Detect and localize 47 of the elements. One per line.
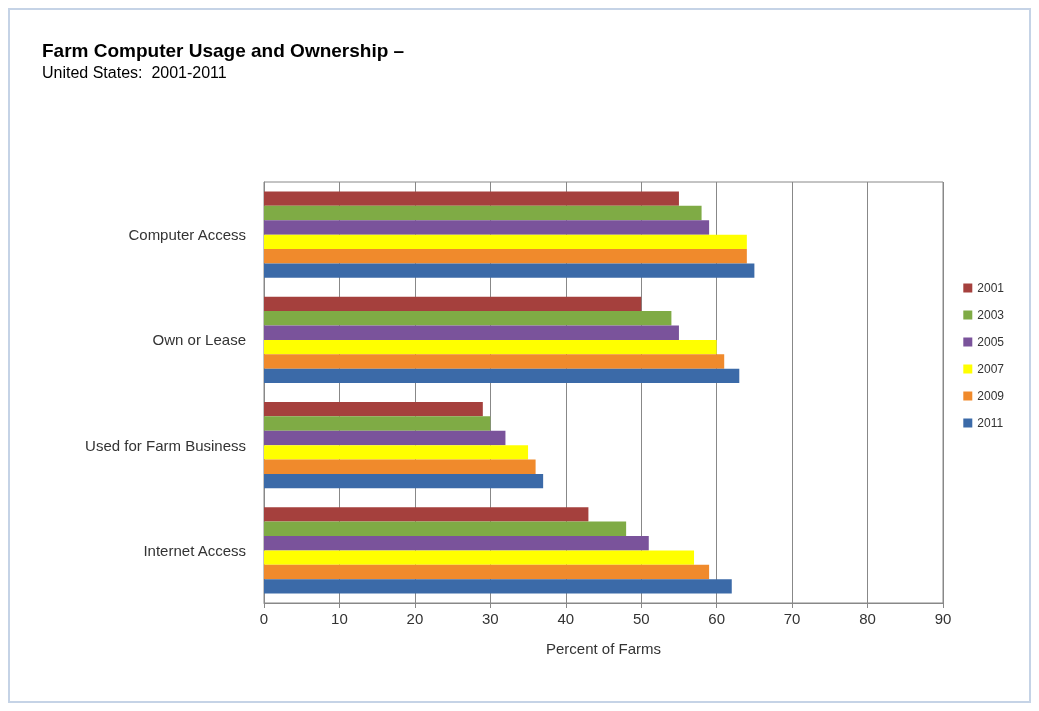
bar xyxy=(264,445,529,460)
bar xyxy=(264,564,710,580)
x-tick-label: 40 xyxy=(557,610,575,627)
bar xyxy=(264,220,710,235)
y-tick-label: Internet Access xyxy=(143,541,246,559)
bar xyxy=(264,249,747,264)
bar xyxy=(264,416,491,431)
y-tick-label: Own or Lease xyxy=(152,331,246,349)
y-tick-label: Used for Farm Business xyxy=(85,436,246,454)
x-tick-label: 20 xyxy=(406,610,424,627)
chart-title: Farm Computer Usage and Ownership – xyxy=(42,40,405,61)
bar xyxy=(264,368,740,384)
bar xyxy=(264,535,649,551)
legend-label: 2003 xyxy=(977,308,1005,322)
bar xyxy=(264,579,732,594)
bar xyxy=(264,459,536,474)
bar xyxy=(264,325,679,340)
bar xyxy=(264,191,679,206)
x-tick-label: 0 xyxy=(259,610,269,627)
y-tick-label: Computer Access xyxy=(128,226,246,244)
legend-label: 2005 xyxy=(977,335,1005,349)
bar xyxy=(264,521,627,536)
x-tick-label: 60 xyxy=(708,610,726,627)
x-tick-label: 10 xyxy=(331,610,348,627)
x-tick-label: 80 xyxy=(859,610,876,627)
bar xyxy=(264,550,695,565)
x-tick-label: 70 xyxy=(783,610,801,627)
bar xyxy=(264,401,483,417)
bar xyxy=(264,339,717,355)
x-tick-label: 30 xyxy=(481,610,499,627)
text: United States: 2001-2011 xyxy=(42,63,227,81)
bar xyxy=(264,507,589,522)
bar xyxy=(264,296,642,312)
x-axis-title: Percent of Farms xyxy=(545,640,662,657)
bar xyxy=(264,234,747,250)
legend-label: 2001 xyxy=(977,281,1005,295)
bar xyxy=(264,430,506,446)
legend-label: 2009 xyxy=(977,389,1005,403)
bar xyxy=(264,205,702,221)
bar xyxy=(264,311,672,326)
x-tick-label: 50 xyxy=(632,610,650,627)
bar xyxy=(264,354,725,369)
bar xyxy=(264,473,544,489)
bar xyxy=(264,263,755,278)
legend-label: 2007 xyxy=(977,362,1005,376)
legend-label: 2011 xyxy=(977,416,1004,430)
x-tick-label: 90 xyxy=(934,610,952,627)
